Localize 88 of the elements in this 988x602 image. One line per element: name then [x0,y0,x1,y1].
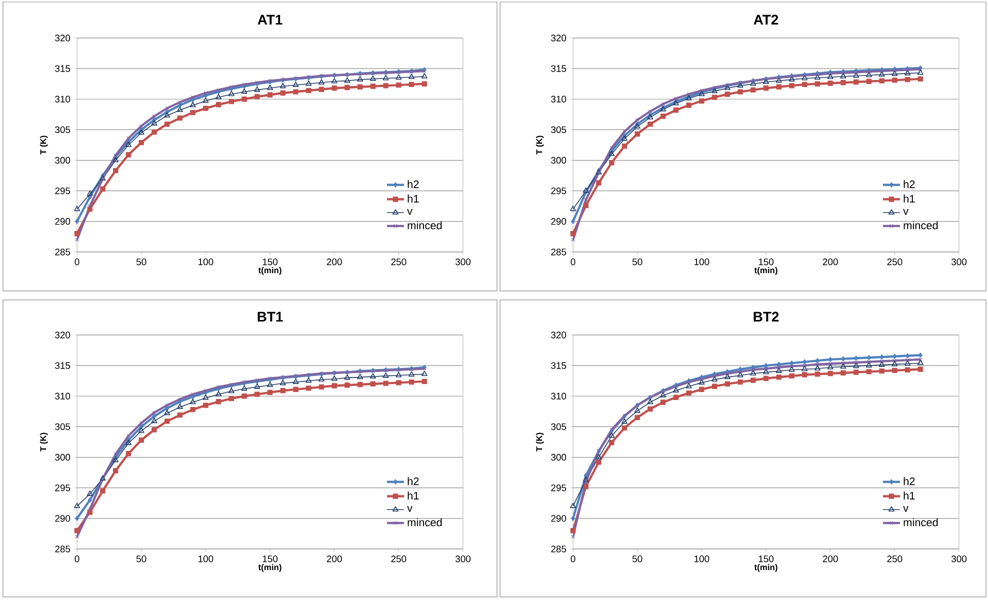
y-axis-title: T (K) [40,432,48,452]
legend-label: v [407,208,412,215]
y-tick-label: 300 [551,156,566,164]
chart-title: AT2 [754,14,778,24]
y-tick-label: 310 [551,96,566,102]
legend-label: h1 [904,492,915,500]
chart-title: BT1 [258,312,283,322]
y-tick-label: 310 [55,96,70,102]
legend-label: minced [904,518,938,526]
legend-label: h2 [904,180,915,188]
x-tick-label: 150 [262,556,278,562]
x-tick-label: 100 [694,556,710,562]
x-tick-label: 150 [262,258,278,266]
x-tick-label: 150 [758,258,774,266]
y-tick-label: 305 [551,126,566,134]
x-axis-title: t(min) [754,564,778,572]
x-tick-label: 300 [455,258,471,266]
legend-label: h2 [408,180,419,188]
y-tick-label: 300 [55,156,70,164]
x-tick-label: 150 [758,556,774,562]
y-tick-label: 285 [55,546,70,552]
x-tick-label: 100 [694,258,710,266]
y-tick-label: 285 [551,248,566,256]
y-tick-label: 285 [55,248,70,256]
y-axis-title: T (K) [536,136,544,155]
y-tick-label: 290 [55,515,70,522]
x-tick-label: 300 [455,556,471,562]
y-tick-label: 305 [55,126,70,134]
y-tick-label: 295 [551,187,566,194]
x-axis-title: t(min) [258,564,282,572]
y-tick-label: 315 [55,65,70,72]
legend-label: v [903,506,909,512]
y-tick-label: 290 [55,218,70,225]
y-tick-label: 305 [551,423,566,430]
legend-label: minced [408,518,442,526]
y-tick-label: 295 [55,484,70,492]
y-tick-label: 320 [55,34,70,42]
y-axis-title: T (K) [40,136,48,155]
y-tick-label: 320 [55,332,70,338]
legend-label: v [407,506,412,512]
x-axis-title: t(min) [258,267,282,275]
x-tick-label: 300 [951,258,967,266]
x-tick-label: 50 [136,258,146,266]
legend-label: h2 [408,477,419,486]
x-tick-label: 250 [887,258,902,266]
x-tick-label: 200 [326,258,342,266]
chart-title: AT1 [258,14,282,24]
legend-label: v [903,208,909,215]
legend-label: minced [408,221,442,230]
y-tick-label: 290 [551,515,566,522]
y-tick-label: 320 [551,34,566,42]
x-tick-label: 100 [198,556,214,562]
legend-label: h2 [904,477,915,486]
legend-label: h1 [408,194,419,202]
x-tick-label: 250 [887,556,902,562]
y-tick-label: 290 [551,218,566,225]
y-tick-label: 310 [551,392,566,400]
y-tick-label: 285 [551,546,566,552]
x-tick-label: 200 [822,556,838,562]
y-tick-label: 305 [55,423,70,430]
x-tick-label: 50 [632,258,642,266]
legend-label: minced [904,221,938,230]
x-tick-label: 0 [570,556,576,562]
y-tick-label: 315 [55,362,70,369]
x-tick-label: 50 [136,556,146,562]
x-tick-label: 0 [570,258,576,266]
x-tick-label: 200 [822,258,838,266]
y-tick-label: 295 [551,484,566,492]
x-axis-title: t(min) [754,267,778,275]
x-tick-label: 0 [74,556,80,562]
x-tick-label: 250 [391,556,406,562]
x-tick-label: 100 [198,258,214,266]
y-tick-label: 295 [55,187,70,194]
chart-title: BT2 [754,312,779,322]
x-tick-label: 0 [74,258,80,266]
x-tick-label: 50 [632,556,642,562]
legend-label: h1 [904,194,915,202]
x-tick-label: 200 [326,556,342,562]
y-tick-label: 315 [551,362,566,369]
y-axis-title: T (K) [536,432,544,452]
y-tick-label: 300 [551,454,566,461]
x-tick-label: 300 [951,556,967,562]
y-tick-label: 320 [551,332,566,338]
y-tick-label: 315 [551,65,566,72]
y-tick-label: 310 [55,392,70,400]
x-tick-label: 250 [391,258,406,266]
legend-label: h1 [408,492,419,500]
y-tick-label: 300 [55,454,70,461]
